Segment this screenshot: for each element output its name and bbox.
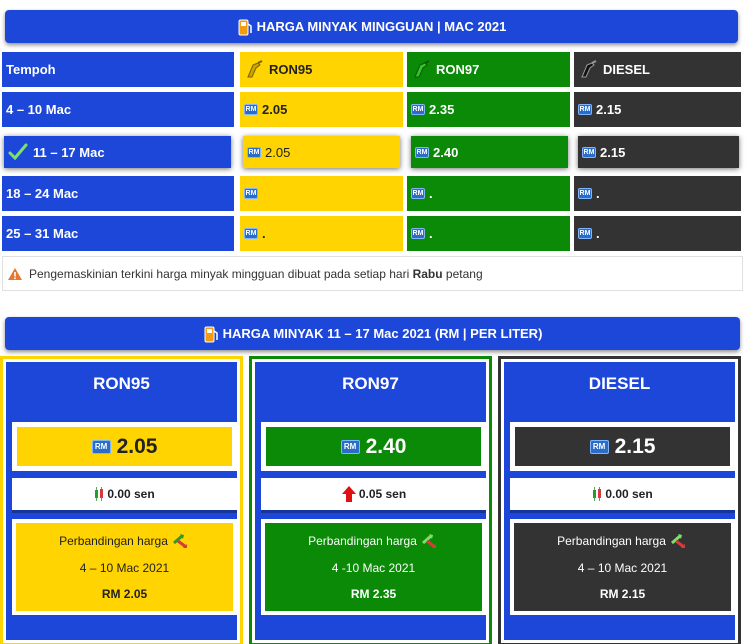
price-value: 2.05 — [116, 434, 158, 458]
rm-icon: RM — [582, 146, 596, 158]
rm-icon: RM — [411, 188, 425, 199]
rm-icon: RM — [244, 228, 258, 239]
weekly-title: HARGA MINYAK MINGGUAN | MAC 2021 — [256, 19, 507, 34]
table-row-period: 4 – 10 Mac — [2, 92, 234, 127]
fuel-nozzle-icon — [244, 59, 266, 81]
table-cell-ron95: RM 2.05 — [240, 92, 403, 127]
table-cell-diesel-current: RM 2.15 — [578, 136, 739, 168]
table-cell-diesel: RM. — [574, 216, 741, 251]
table-cell-ron95-current: RM 2.05 — [243, 136, 400, 168]
warning-icon — [7, 267, 23, 281]
header-diesel: DIESEL — [574, 52, 741, 87]
table-cell-ron97-current: RM 2.40 — [411, 136, 568, 168]
price-change: 0.05 sen — [261, 478, 486, 513]
rm-icon: RM — [244, 104, 258, 115]
rm-icon: RM — [578, 188, 592, 199]
rm-icon: RM — [415, 146, 429, 158]
card-ron95: RON95 RM 2.05 0.00 sen Perbandingan harg… — [0, 356, 243, 644]
table-row-period: 25 – 31 Mac — [2, 216, 234, 251]
rm-icon: RM — [411, 104, 425, 115]
trend-arrows-icon — [421, 533, 439, 549]
fuel-nozzle-icon — [411, 59, 433, 81]
rm-icon: RM — [91, 439, 111, 454]
header-ron95: RON95 — [240, 52, 403, 87]
rm-icon: RM — [244, 188, 258, 199]
candlestick-icon — [592, 487, 602, 501]
card-ron97: RON97 RM 2.40 0.05 sen Perbandingan harg… — [249, 356, 492, 644]
fuel-pump-icon — [203, 324, 219, 344]
card-title: DIESEL — [588, 374, 651, 393]
table-cell-diesel: RM. — [574, 176, 741, 211]
header-ron97: RON97 — [407, 52, 570, 87]
comparison-box: Perbandingan harga 4 -10 Mac 2021 RM 2.3… — [261, 519, 486, 615]
card-title: RON97 — [342, 374, 399, 393]
price-box: RM 2.05 — [12, 422, 237, 471]
table-cell-ron97: RM. — [407, 176, 570, 211]
table-cell-ron95: RM — [240, 176, 403, 211]
price-value: 2.15 — [614, 434, 656, 458]
current-price-banner: HARGA MINYAK 11 – 17 Mac 2021 (RM | PER … — [5, 317, 740, 350]
table-row-period-current: 11 – 17 Mac — [4, 136, 231, 168]
comparison-box: Perbandingan harga 4 – 10 Mac 2021 RM 2.… — [12, 519, 237, 615]
header-period: Tempoh — [2, 52, 234, 87]
trend-arrows-icon — [172, 533, 190, 549]
price-change: 0.00 sen — [12, 478, 237, 513]
rm-icon: RM — [247, 146, 261, 158]
rm-icon: RM — [578, 104, 592, 115]
table-cell-diesel: RM 2.15 — [574, 92, 741, 127]
checkmark-icon — [8, 143, 28, 161]
weekly-price-banner: HARGA MINYAK MINGGUAN | MAC 2021 — [5, 10, 738, 43]
update-note: Pengemaskinian terkini harga minyak ming… — [2, 256, 743, 291]
fuel-nozzle-icon — [578, 59, 600, 81]
rm-icon: RM — [411, 228, 425, 239]
table-cell-ron97: RM. — [407, 216, 570, 251]
rm-icon: RM — [578, 228, 592, 239]
price-box: RM 2.40 — [261, 422, 486, 471]
current-title: HARGA MINYAK 11 – 17 Mac 2021 (RM | PER … — [222, 326, 543, 341]
card-diesel: DIESEL RM 2.15 0.00 sen Perbandingan har… — [498, 356, 741, 644]
price-change: 0.00 sen — [510, 478, 735, 513]
table-cell-ron97: RM 2.35 — [407, 92, 570, 127]
fuel-pump-icon — [237, 17, 253, 37]
rm-icon: RM — [589, 439, 609, 454]
card-title: RON95 — [93, 374, 150, 393]
rm-icon: RM — [340, 439, 360, 454]
table-row-period: 18 – 24 Mac — [2, 176, 234, 211]
table-cell-ron95: RM. — [240, 216, 403, 251]
price-value: 2.40 — [365, 434, 407, 458]
trend-arrows-icon — [670, 533, 688, 549]
candlestick-icon — [94, 487, 104, 501]
price-box: RM 2.15 — [510, 422, 735, 471]
comparison-box: Perbandingan harga 4 – 10 Mac 2021 RM 2.… — [510, 519, 735, 615]
red-up-arrow-icon — [341, 485, 357, 503]
